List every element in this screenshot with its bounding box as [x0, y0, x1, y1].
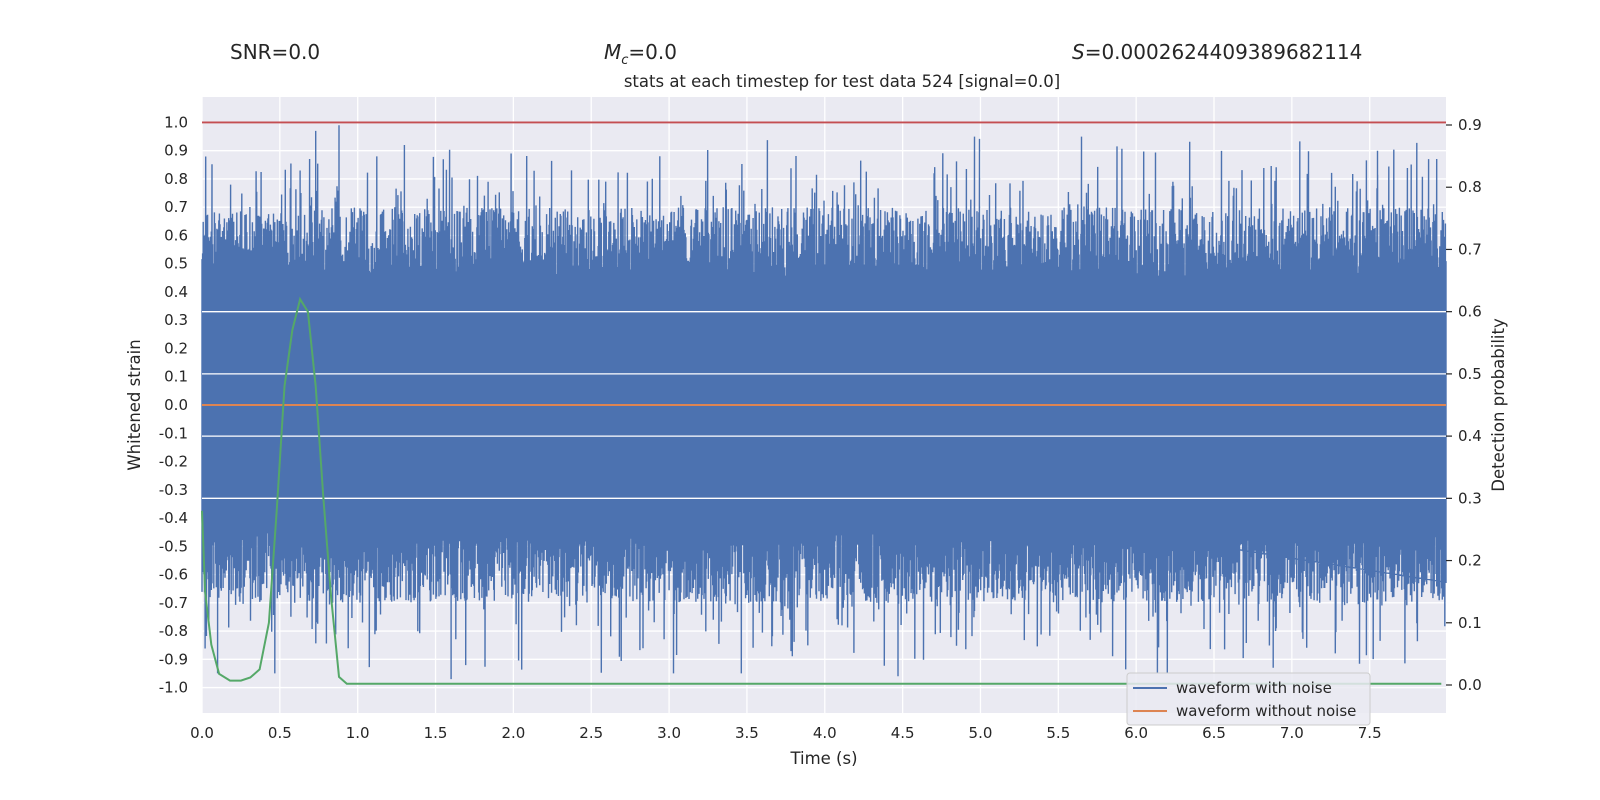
x-tick-label: 2.5: [579, 724, 603, 742]
x-tick-label: 6.5: [1202, 724, 1226, 742]
y2-axis-label: Detection probability: [1489, 318, 1508, 492]
x-tick-label: 2.0: [501, 724, 525, 742]
y-tick-label: -0.5: [159, 537, 188, 555]
s-symbol: S: [1072, 40, 1085, 64]
snr-label: SNR=: [230, 40, 289, 64]
y-tick-label: -0.1: [159, 424, 188, 442]
chart-title: stats at each timestep for test data 524…: [624, 72, 1060, 91]
y-tick-label: 0.8: [164, 170, 188, 188]
x-tick-label: 3.5: [735, 724, 759, 742]
y2-tick-label: 0.7: [1458, 240, 1482, 258]
s-value: =0.0002624409389682114: [1084, 40, 1363, 64]
x-tick-label: 0.5: [268, 724, 292, 742]
y2-tick-label: 0.2: [1458, 552, 1482, 570]
y-tick-label: -0.2: [159, 453, 188, 471]
x-tick-label: 7.5: [1358, 724, 1382, 742]
x-tick-label: 6.0: [1124, 724, 1148, 742]
y-tick-label: 0.7: [164, 198, 188, 216]
y-tick-label: 0.9: [164, 142, 188, 160]
mc-subscript: c: [621, 53, 629, 68]
mc-value: =0.0: [628, 40, 677, 64]
y-tick-label: -0.9: [159, 650, 188, 668]
y-tick-label: 0.6: [164, 226, 188, 244]
y-tick-label: 0.2: [164, 339, 188, 357]
mc-symbol: M: [604, 40, 622, 64]
y2-tick-label: 0.1: [1458, 614, 1482, 632]
legend-box: [1126, 672, 1371, 726]
x-tick-label: 5.5: [1046, 724, 1070, 742]
legend-label: waveform with noise: [1176, 679, 1332, 697]
y-tick-label: 1.0: [164, 113, 188, 131]
y-tick-label: -0.8: [159, 622, 188, 640]
y2-tick-label: 0.6: [1458, 303, 1482, 321]
x-tick-label: 1.0: [346, 724, 370, 742]
y-tick-label: 0.4: [164, 283, 188, 301]
y2-tick-label: 0.0: [1458, 676, 1482, 694]
x-tick-label: 3.0: [657, 724, 681, 742]
y-tick-label: -0.6: [159, 566, 188, 584]
score-readout: S=0.0002624409389682114: [1072, 40, 1362, 64]
y2-tick-label: 0.8: [1458, 178, 1482, 196]
y-tick-label: 0.0: [164, 396, 188, 414]
x-tick-label: 0.0: [190, 724, 214, 742]
snr-value: 0.0: [288, 40, 321, 64]
y-tick-label: 0.3: [164, 311, 188, 329]
y-tick-label: -0.4: [159, 509, 188, 527]
x-tick-label: 4.0: [813, 724, 837, 742]
y-axis-label: Whitened strain: [125, 339, 144, 470]
y2-tick-label: 0.5: [1458, 365, 1482, 383]
y-tick-label: -0.3: [159, 481, 188, 499]
y2-tick-label: 0.3: [1458, 489, 1482, 507]
x-axis-label: Time (s): [789, 749, 857, 768]
y2-tick-label: 0.9: [1458, 116, 1482, 134]
legend-label: waveform without noise: [1176, 702, 1356, 720]
y-tick-label: -0.7: [159, 594, 188, 612]
x-tick-label: 7.0: [1280, 724, 1304, 742]
chirp-mass-readout: Mc=0.0: [604, 40, 677, 68]
y-tick-label: 0.1: [164, 368, 188, 386]
x-tick-label: 4.5: [891, 724, 915, 742]
x-tick-label: 5.0: [969, 724, 993, 742]
snr-readout: SNR=0.0: [230, 40, 320, 64]
y-tick-label: -1.0: [159, 679, 188, 697]
series-detection-probability: [201, 296, 1442, 685]
y-tick-label: 0.5: [164, 255, 188, 273]
x-tick-label: 1.5: [424, 724, 448, 742]
y2-tick-label: 0.4: [1458, 427, 1482, 445]
